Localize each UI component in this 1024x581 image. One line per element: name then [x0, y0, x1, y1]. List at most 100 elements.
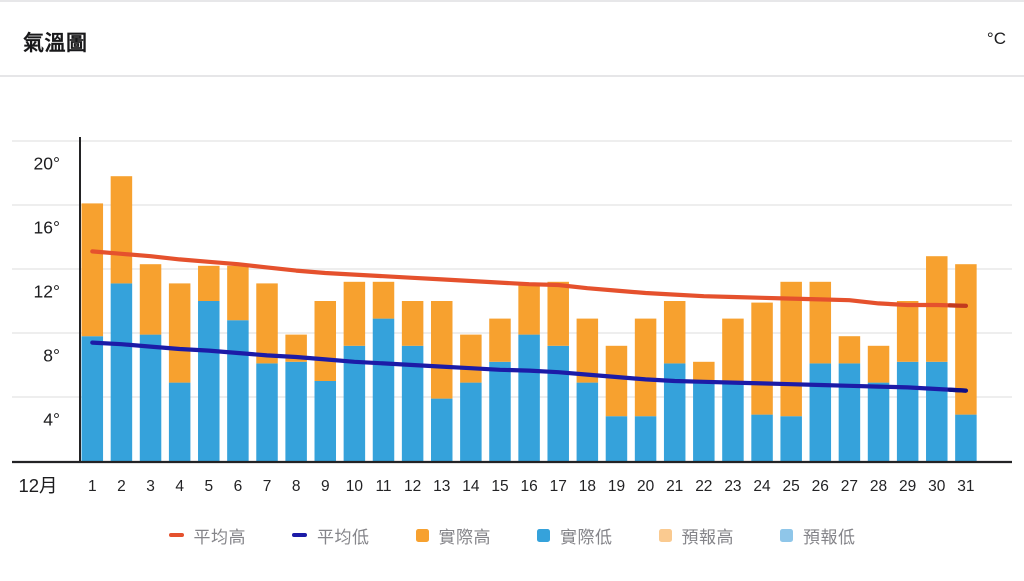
header-divider: [0, 75, 1024, 77]
bar-actual-high-day-7[interactable]: [256, 283, 278, 364]
bar-actual-high-day-28[interactable]: [867, 345, 890, 383]
legend-item-actual-high: 實際高: [415, 523, 492, 548]
legend-item-avg-low: 平均低: [292, 523, 370, 548]
x-axis-month-label: 12月: [18, 475, 57, 496]
bar-actual-high-day-20[interactable]: [634, 318, 657, 417]
bar-actual-high-day-29[interactable]: [896, 301, 919, 362]
bar-actual-high-day-13[interactable]: [430, 301, 453, 399]
bar-actual-low-day-4[interactable]: [168, 382, 191, 461]
bar-actual-high-day-12[interactable]: [401, 301, 424, 346]
bar-actual-low-day-27[interactable]: [838, 363, 861, 461]
bar-actual-low-day-24[interactable]: [751, 414, 773, 461]
bar-actual-low-day-28[interactable]: [867, 382, 890, 461]
bar-actual-high-day-25[interactable]: [780, 281, 802, 417]
bar-actual-high-day-9[interactable]: [314, 301, 337, 381]
bar-actual-high-day-10[interactable]: [343, 281, 366, 346]
y-tick-label-12: 12°: [34, 282, 60, 302]
chart-legend: 平均高 平均低 實際高 實際低 預報高 預報低: [0, 522, 1024, 548]
temperature-unit-label: °C: [986, 29, 1006, 48]
bar-actual-low-day-30[interactable]: [926, 361, 948, 461]
bar-actual-low-day-8[interactable]: [285, 361, 307, 461]
avg-low-line: [90, 340, 969, 393]
bar-actual-high-day-5[interactable]: [198, 265, 220, 301]
x-tick-label-day-11: 11: [375, 478, 391, 495]
x-tick-label-day-10: 10: [346, 478, 364, 495]
bar-actual-high-day-18[interactable]: [576, 318, 599, 383]
bar-actual-high-day-15[interactable]: [489, 318, 511, 362]
chart-header: 氣溫圖 °C: [0, 0, 1024, 77]
bar-actual-low-day-17[interactable]: [547, 345, 569, 461]
bar-actual-high-day-14[interactable]: [460, 334, 482, 383]
x-tick-label-day-7: 7: [263, 478, 272, 495]
bar-actual-high-day-1[interactable]: [81, 203, 104, 337]
legend-swatch-actual-low: [537, 528, 550, 542]
bar-actual-high-day-22[interactable]: [693, 361, 715, 381]
bar-actual-low-day-7[interactable]: [256, 363, 278, 461]
bar-actual-low-day-15[interactable]: [489, 361, 511, 461]
x-tick-label-day-21: 21: [666, 478, 683, 495]
bar-actual-high-day-23[interactable]: [722, 318, 744, 383]
legend-swatch-forecast-high: [658, 528, 672, 542]
legend-item-avg-high: 平均高: [168, 523, 247, 548]
bar-actual-high-day-30[interactable]: [926, 256, 948, 362]
bar-actual-low-day-20[interactable]: [634, 416, 657, 461]
bar-actual-low-day-25[interactable]: [780, 416, 802, 461]
bar-actual-high-day-3[interactable]: [139, 264, 162, 335]
bar-actual-high-day-19[interactable]: [605, 345, 628, 417]
x-tick-label-day-13: 13: [433, 478, 450, 495]
bar-actual-low-day-11[interactable]: [372, 318, 395, 461]
bar-actual-high-day-6[interactable]: [227, 265, 249, 321]
legend-label-forecast-low: 預報低: [803, 527, 856, 547]
x-tick-label-day-12: 12: [404, 478, 421, 495]
bar-actual-low-day-2[interactable]: [110, 283, 133, 461]
y-tick-label-20: 20°: [34, 154, 60, 174]
bar-actual-low-day-13[interactable]: [430, 398, 453, 461]
x-tick-label-day-27: 27: [841, 478, 858, 495]
bar-actual-low-day-14[interactable]: [460, 382, 482, 461]
bar-actual-low-day-12[interactable]: [401, 345, 424, 461]
bar-actual-high-day-27[interactable]: [838, 336, 861, 364]
bar-actual-low-day-21[interactable]: [663, 363, 686, 461]
bar-actual-high-day-21[interactable]: [663, 301, 686, 364]
bar-actual-low-day-5[interactable]: [198, 301, 220, 461]
bar-actual-low-day-16[interactable]: [518, 334, 540, 461]
x-tick-label-day-19: 19: [608, 478, 625, 495]
bar-actual-low-day-31[interactable]: [955, 414, 977, 461]
bar-actual-low-day-6[interactable]: [227, 320, 249, 461]
x-tick-label-day-28: 28: [870, 478, 887, 495]
bar-actual-high-day-24[interactable]: [751, 302, 773, 415]
y-tick-label-4: 4°: [43, 410, 60, 430]
x-tick-label-day-2: 2: [117, 478, 126, 495]
page-title: 氣溫圖: [23, 32, 88, 55]
bar-actual-low-day-23[interactable]: [722, 382, 744, 461]
bar-actual-low-day-18[interactable]: [576, 382, 599, 461]
avg-low-line-end-cap: [947, 387, 969, 393]
bar-actual-low-day-19[interactable]: [605, 416, 628, 461]
bar-actual-high-day-16[interactable]: [518, 283, 540, 335]
legend-label-actual-low: 實際低: [560, 527, 613, 547]
bar-actual-high-day-26[interactable]: [809, 281, 832, 364]
x-tick-label-day-6: 6: [234, 478, 243, 495]
x-tick-label-day-9: 9: [321, 478, 330, 495]
bar-actual-low-day-10[interactable]: [343, 345, 366, 461]
x-tick-label-day-26: 26: [812, 478, 829, 495]
x-tick-label-day-15: 15: [491, 478, 508, 495]
bar-actual-high-day-4[interactable]: [168, 283, 191, 383]
bar-actual-low-day-22[interactable]: [693, 381, 715, 461]
bar-actual-high-day-11[interactable]: [372, 281, 395, 319]
bar-actual-high-day-2[interactable]: [110, 176, 133, 284]
bar-actual-low-day-9[interactable]: [314, 381, 337, 461]
bar-actual-low-day-26[interactable]: [809, 363, 832, 461]
bar-actual-low-day-1[interactable]: [81, 336, 104, 461]
x-tick-label-day-25: 25: [783, 478, 800, 495]
bar-actual-low-day-29[interactable]: [896, 361, 919, 461]
x-tick-label-day-20: 20: [637, 478, 655, 495]
bar-actual-low-day-3[interactable]: [139, 334, 162, 461]
bar-actual-high-day-31[interactable]: [955, 264, 977, 415]
legend-swatch-avg-high: [168, 532, 184, 538]
bar-actual-high-day-17[interactable]: [547, 281, 569, 346]
x-tick-label-day-3: 3: [146, 478, 155, 495]
legend-item-actual-low: 實際低: [537, 523, 613, 548]
avg-high-line: [90, 249, 969, 308]
